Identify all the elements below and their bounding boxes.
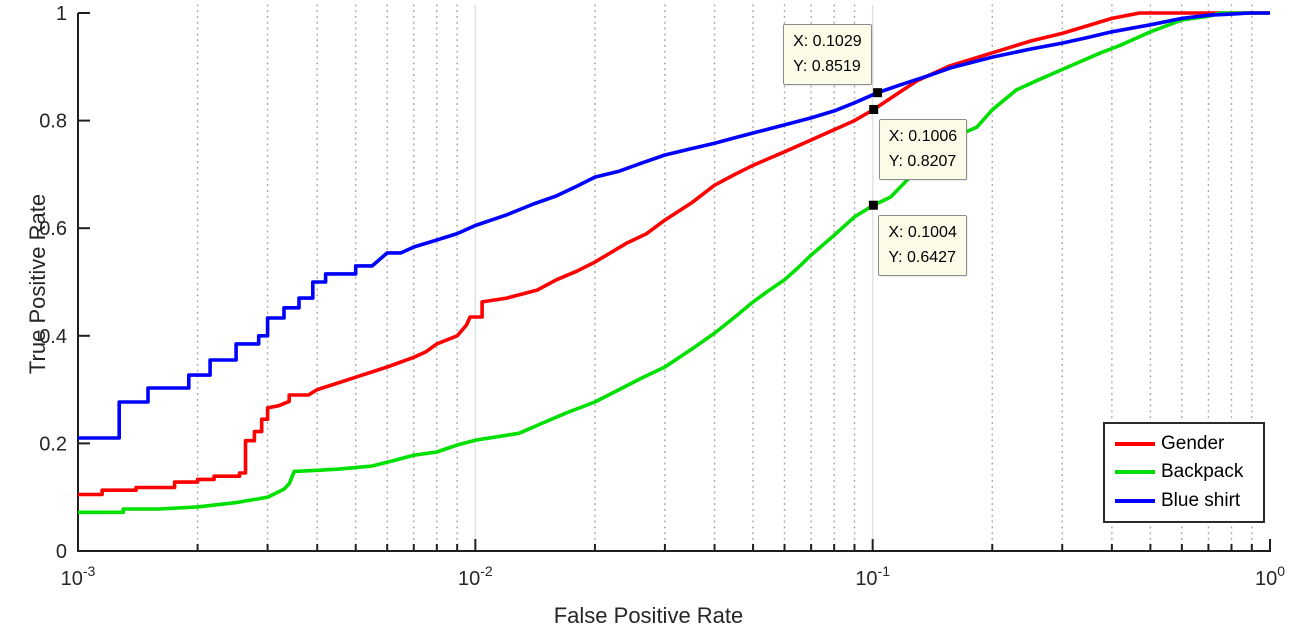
- datatip-x-value: X: 0.1006: [888, 128, 958, 146]
- datatip-gender[interactable]: X: 0.1006 Y: 0.8207: [878, 119, 968, 181]
- legend[interactable]: Gender Backpack Blue shirt: [1103, 422, 1265, 523]
- tick-labels: 10-3 10-2 10-1 100 0 0.2 0.4 0.6 0.8 1: [39, 3, 1285, 590]
- datatip-x-value: X: 0.1004: [888, 224, 957, 242]
- legend-label: Blue shirt: [1161, 489, 1241, 511]
- datatip-marker[interactable]: [873, 88, 883, 98]
- legend-item-backpack[interactable]: Backpack: [1115, 458, 1263, 486]
- x-axis-label: False Positive Rate: [553, 603, 744, 628]
- svg-text:1: 1: [56, 3, 67, 25]
- legend-item-blue-shirt[interactable]: Blue shirt: [1115, 487, 1263, 515]
- legend-item-gender[interactable]: Gender: [1115, 430, 1263, 458]
- legend-line-sample-backpack: [1115, 470, 1155, 475]
- svg-text:0.8: 0.8: [39, 111, 67, 133]
- curve-blue-shirt[interactable]: [78, 11, 1270, 440]
- svg-text:100: 100: [1255, 563, 1285, 590]
- legend-label: Gender: [1161, 433, 1225, 455]
- y-axis-label: True Positive Rate: [25, 193, 50, 375]
- datatip-y-value: Y: 0.8519: [793, 57, 861, 75]
- svg-text:10-3: 10-3: [61, 563, 96, 590]
- datatip-blue-shirt[interactable]: X: 0.1029 Y: 0.8519: [783, 23, 872, 85]
- svg-text:0.2: 0.2: [39, 433, 67, 455]
- datatip-y-value: Y: 0.6427: [888, 249, 956, 267]
- legend-line-sample-blue-shirt: [1115, 498, 1155, 503]
- svg-text:10-2: 10-2: [458, 563, 493, 590]
- datatip-backpack[interactable]: X: 0.1004 Y: 0.6427: [878, 215, 967, 277]
- svg-text:0.6: 0.6: [39, 218, 67, 240]
- axes: [77, 12, 1271, 552]
- svg-text:0: 0: [56, 541, 67, 563]
- legend-line-sample-gender: [1115, 442, 1155, 447]
- datatip-marker[interactable]: [869, 104, 879, 114]
- svg-text:10-1: 10-1: [855, 563, 890, 590]
- datatip-x-value: X: 0.1029: [793, 32, 862, 50]
- curve-backpack[interactable]: [78, 11, 1270, 515]
- curve-gender[interactable]: [78, 11, 1270, 497]
- legend-label: Backpack: [1161, 461, 1244, 483]
- svg-text:0.4: 0.4: [39, 326, 67, 348]
- datatip-marker[interactable]: [868, 200, 878, 210]
- datatip-y-value: Y: 0.8207: [888, 153, 957, 171]
